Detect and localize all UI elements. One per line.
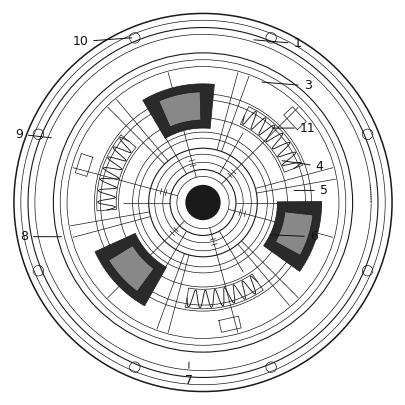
Circle shape [185,185,220,220]
Polygon shape [275,212,312,255]
Text: 3: 3 [262,79,311,92]
Text: 10: 10 [72,35,132,48]
Text: 4: 4 [281,160,323,173]
Text: 8: 8 [20,230,61,243]
Text: 7: 7 [184,362,192,387]
Polygon shape [109,245,153,292]
Text: 9: 9 [15,128,51,141]
Polygon shape [263,201,321,271]
Text: 5: 5 [294,184,327,197]
Text: 1: 1 [254,37,301,50]
Polygon shape [95,233,166,306]
Polygon shape [158,92,200,127]
Polygon shape [143,84,214,139]
Text: 11: 11 [271,122,315,134]
Text: 6: 6 [269,230,317,243]
